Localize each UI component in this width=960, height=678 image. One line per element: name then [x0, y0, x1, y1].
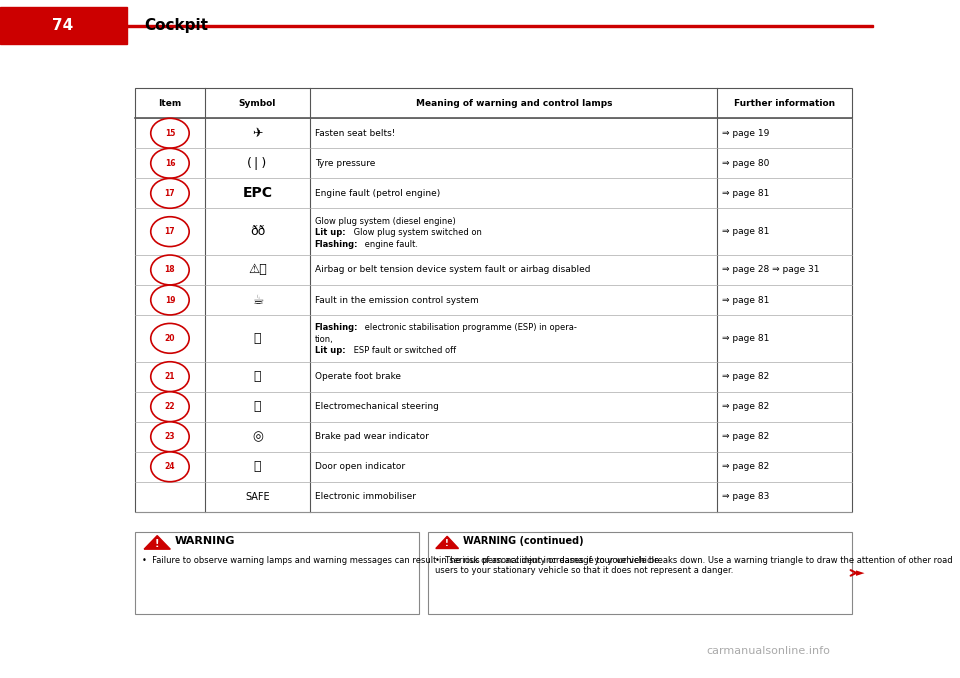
Text: ⇒ page 82: ⇒ page 82 [722, 433, 769, 441]
Circle shape [151, 178, 189, 208]
Text: ⚠⃝: ⚠⃝ [248, 264, 267, 277]
Text: ðð: ðð [250, 225, 265, 238]
Text: 22: 22 [165, 402, 176, 411]
Text: Fault in the emission control system: Fault in the emission control system [315, 296, 478, 304]
Text: ⇒ page 81: ⇒ page 81 [722, 227, 769, 236]
Text: Glow plug system (diesel engine): Glow plug system (diesel engine) [315, 216, 455, 226]
Text: Meaning of warning and control lamps: Meaning of warning and control lamps [416, 99, 612, 108]
Text: (❘): (❘) [248, 157, 268, 170]
Text: ⇒ page 19: ⇒ page 19 [722, 129, 769, 138]
Text: ►: ► [856, 568, 864, 578]
Text: Item: Item [158, 99, 181, 108]
Polygon shape [144, 536, 170, 549]
Text: 74: 74 [52, 18, 74, 33]
Circle shape [151, 392, 189, 422]
Circle shape [151, 148, 189, 178]
Text: ⇒ page 81: ⇒ page 81 [722, 189, 769, 198]
Bar [0, 7, 127, 44]
Text: Door open indicator: Door open indicator [315, 462, 405, 471]
Text: ⇒ page 82: ⇒ page 82 [722, 462, 769, 471]
Text: electronic stabilisation programme (ESP) in opera-: electronic stabilisation programme (ESP)… [362, 323, 577, 332]
Text: 19: 19 [165, 296, 176, 304]
Text: !: ! [445, 539, 449, 549]
Text: ◎: ◎ [252, 431, 263, 443]
Text: Lit up:: Lit up: [315, 228, 346, 237]
Text: Ⓘ: Ⓘ [253, 370, 261, 383]
Text: Lit up:: Lit up: [315, 346, 346, 355]
Circle shape [151, 255, 189, 285]
Circle shape [151, 118, 189, 148]
Text: ESP fault or switched off: ESP fault or switched off [351, 346, 457, 355]
Text: Airbag or belt tension device system fault or airbag disabled: Airbag or belt tension device system fau… [315, 266, 590, 275]
Text: Electromechanical steering: Electromechanical steering [315, 402, 439, 411]
Text: 17: 17 [165, 189, 176, 198]
Text: Fasten seat belts!: Fasten seat belts! [315, 129, 396, 138]
Text: Further information: Further information [733, 99, 835, 108]
Circle shape [151, 285, 189, 315]
Text: SAFE: SAFE [245, 492, 270, 502]
Text: WARNING (continued): WARNING (continued) [463, 536, 584, 546]
Text: !: ! [155, 540, 159, 549]
Text: Flashing:: Flashing: [315, 323, 358, 332]
Text: ☕: ☕ [252, 294, 263, 306]
Text: ⚿: ⚿ [253, 460, 261, 473]
Text: Tyre pressure: Tyre pressure [315, 159, 375, 167]
Text: Flashing:: Flashing: [315, 240, 358, 249]
Text: ✈: ✈ [252, 127, 263, 140]
Circle shape [151, 217, 189, 247]
Text: ⇒ page 81: ⇒ page 81 [722, 296, 769, 304]
Text: Operate foot brake: Operate foot brake [315, 372, 400, 381]
Text: ⇒ page 28 ⇒ page 31: ⇒ page 28 ⇒ page 31 [722, 266, 819, 275]
Text: ⇒ page 82: ⇒ page 82 [722, 372, 769, 381]
Bar [127, 25, 874, 27]
Text: WARNING: WARNING [175, 536, 235, 546]
Circle shape [151, 362, 189, 392]
Text: ⇒ page 82: ⇒ page 82 [722, 402, 769, 411]
Text: ⎈: ⎈ [253, 400, 261, 413]
Text: •  The risk of an accident increases if your vehicle breaks down. Use a warning : • The risk of an accident increases if y… [435, 556, 952, 576]
Text: engine fault.: engine fault. [362, 240, 418, 249]
Text: Glow plug system switched on: Glow plug system switched on [351, 228, 482, 237]
Text: Electronic immobiliser: Electronic immobiliser [315, 492, 416, 501]
Circle shape [151, 323, 189, 353]
Text: 17: 17 [165, 227, 176, 236]
Circle shape [151, 452, 189, 482]
Text: 24: 24 [165, 462, 176, 471]
Text: ⇒ page 83: ⇒ page 83 [722, 492, 769, 501]
Text: 21: 21 [165, 372, 176, 381]
Text: 16: 16 [165, 159, 176, 167]
Bar [135, 88, 852, 512]
Text: EPC: EPC [243, 186, 273, 200]
Text: 15: 15 [165, 129, 175, 138]
Text: carmanualsonline.info: carmanualsonline.info [707, 646, 830, 656]
Text: Engine fault (petrol engine): Engine fault (petrol engine) [315, 189, 440, 198]
Polygon shape [436, 536, 459, 549]
Text: Cockpit: Cockpit [144, 18, 208, 33]
Text: Brake pad wear indicator: Brake pad wear indicator [315, 433, 428, 441]
FancyBboxPatch shape [428, 532, 852, 614]
Circle shape [151, 422, 189, 452]
Text: 20: 20 [165, 334, 176, 343]
Text: ⇒ page 80: ⇒ page 80 [722, 159, 769, 167]
Text: 23: 23 [165, 433, 176, 441]
Text: Symbol: Symbol [239, 99, 276, 108]
Text: tion,: tion, [315, 335, 333, 344]
Text: 18: 18 [165, 266, 176, 275]
Text: ⇒ page 81: ⇒ page 81 [722, 334, 769, 343]
FancyBboxPatch shape [135, 532, 420, 614]
Text: •  Failure to observe warning lamps and warning messages can result in serious p: • Failure to observe warning lamps and w… [142, 556, 662, 565]
Text: ⛏: ⛏ [253, 332, 261, 345]
